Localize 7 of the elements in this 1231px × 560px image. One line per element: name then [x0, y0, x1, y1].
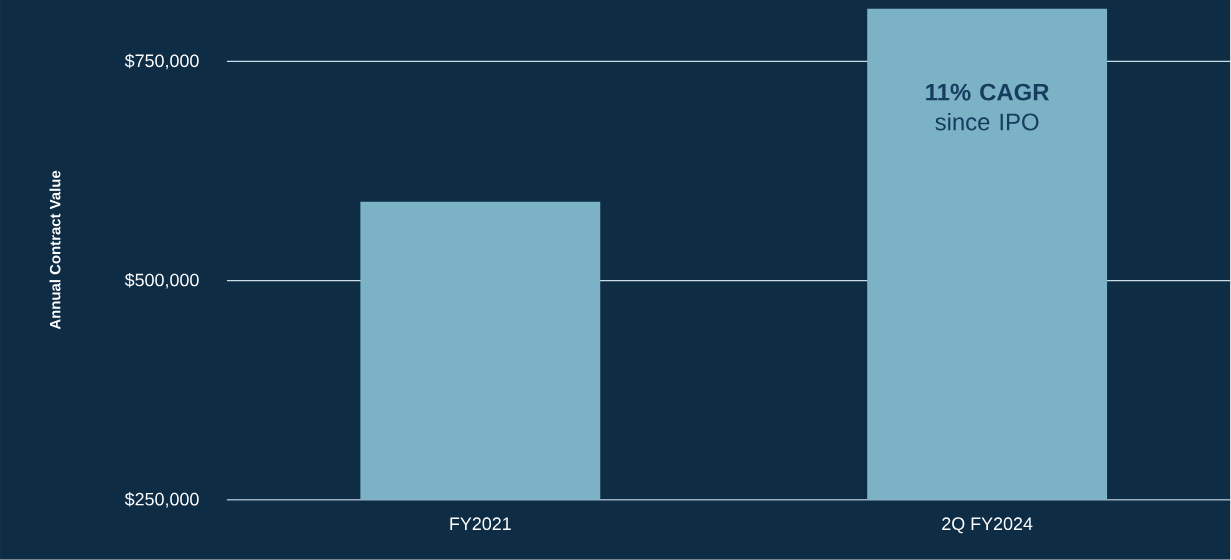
x-tick-label: FY2021	[450, 517, 511, 531]
y-tick-label: $500,000	[124, 272, 199, 289]
annotation: 11% CAGR since IPO	[926, 83, 1050, 131]
x-tick-label: 2Q FY2024	[942, 517, 1033, 534]
y-axis-title: Annual Contract Value	[49, 170, 61, 330]
y-tick-label: $750,000	[124, 53, 199, 70]
y-tick-label: $250,000	[124, 492, 199, 508]
